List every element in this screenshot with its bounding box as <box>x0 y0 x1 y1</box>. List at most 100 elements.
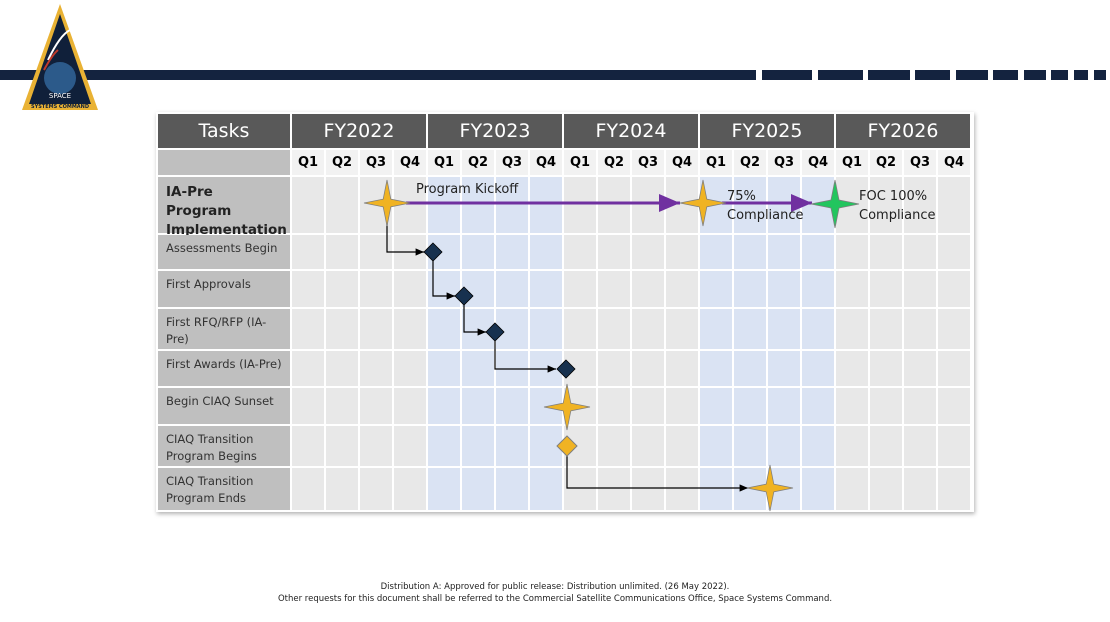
timeline-cell <box>394 309 426 349</box>
timeline-cell <box>904 351 936 386</box>
timeline-cell <box>666 426 698 466</box>
star <box>679 179 727 227</box>
quarter-header: Q1 <box>428 150 460 175</box>
timeline-cell <box>768 309 800 349</box>
timeline-cell <box>360 388 392 424</box>
timeline-cell <box>734 235 766 269</box>
quarter-header: Q3 <box>360 150 392 175</box>
timeline-cell <box>904 271 936 307</box>
timeline-cell <box>462 426 494 466</box>
timeline-cell <box>598 351 630 386</box>
timeline-cell <box>292 271 324 307</box>
timeline-cell <box>326 177 358 233</box>
timeline-cell <box>870 426 902 466</box>
timeline-cell <box>462 351 494 386</box>
task-label: Begin CIAQ Sunset <box>158 388 290 424</box>
timeline-cell <box>666 468 698 510</box>
task-label: First Awards (IA-Pre) <box>158 351 290 386</box>
annotation: FOC 100% Compliance <box>859 189 936 223</box>
logo <box>22 4 98 110</box>
logo-top: SPACE <box>49 92 71 100</box>
quarter-header: Q1 <box>564 150 596 175</box>
timeline-cell <box>462 388 494 424</box>
timeline-cell <box>802 468 834 510</box>
timeline-cell <box>598 271 630 307</box>
timeline-cell <box>734 271 766 307</box>
quarter-header: Q2 <box>326 150 358 175</box>
timeline-cell <box>326 235 358 269</box>
timeline-cell <box>904 177 936 233</box>
timeline-cell <box>292 388 324 424</box>
timeline-cell <box>598 468 630 510</box>
timeline-cell <box>870 388 902 424</box>
timeline-cell <box>768 271 800 307</box>
footer-line: Other requests for this document shall b… <box>277 594 833 604</box>
quarter-header: Q4 <box>666 150 698 175</box>
header-bar <box>0 70 756 80</box>
timeline-cell <box>802 235 834 269</box>
timeline-cell <box>632 351 664 386</box>
year-header: FY2022 <box>292 114 426 148</box>
timeline-cell <box>870 468 902 510</box>
star <box>810 179 860 229</box>
year-header: FY2026 <box>836 114 970 148</box>
timeline-cell <box>360 271 392 307</box>
timeline-cell <box>530 468 562 510</box>
timeline-cell <box>394 426 426 466</box>
timeline-cell <box>598 426 630 466</box>
year-header: FY2024 <box>564 114 698 148</box>
gold-diamond <box>556 435 578 457</box>
timeline-cell <box>598 309 630 349</box>
timeline-cell <box>734 309 766 349</box>
timeline-cell <box>326 351 358 386</box>
quarter-header: Q4 <box>802 150 834 175</box>
timeline-cell <box>564 235 596 269</box>
timeline-cell <box>734 388 766 424</box>
timeline-cell <box>292 426 324 466</box>
timeline-cell <box>870 309 902 349</box>
timeline-cell <box>802 351 834 386</box>
timeline-cell <box>462 177 494 233</box>
timeline-cell <box>428 468 460 510</box>
timeline-cell <box>496 235 528 269</box>
timeline-cell <box>836 351 868 386</box>
quarter-header: Q4 <box>530 150 562 175</box>
timeline-cell <box>938 271 970 307</box>
timeline-cell <box>700 388 732 424</box>
timeline-cell <box>394 388 426 424</box>
task-label: First RFQ/RFP (IA-Pre) <box>158 309 290 349</box>
timeline-cell <box>292 235 324 269</box>
timeline-cell <box>326 271 358 307</box>
timeline-cell <box>530 271 562 307</box>
timeline-cell <box>904 235 936 269</box>
timeline-cell <box>564 177 596 233</box>
timeline-cell <box>768 388 800 424</box>
timeline-cell <box>564 271 596 307</box>
quarter-header: Q2 <box>734 150 766 175</box>
timeline-cell <box>632 426 664 466</box>
timeline-cell <box>734 351 766 386</box>
star <box>363 179 411 227</box>
timeline-cell <box>802 309 834 349</box>
quarter-header: Q3 <box>632 150 664 175</box>
year-header: FY2025 <box>700 114 834 148</box>
timeline-cell <box>394 468 426 510</box>
timeline-cell <box>700 351 732 386</box>
timeline-cell <box>462 235 494 269</box>
star <box>543 383 591 431</box>
timeline-cell <box>292 468 324 510</box>
timeline-cell <box>836 426 868 466</box>
quarter-header: Q4 <box>938 150 970 175</box>
timeline-cell <box>326 468 358 510</box>
timeline-cell <box>870 177 902 233</box>
timeline-cell <box>360 426 392 466</box>
timeline-cell <box>836 235 868 269</box>
timeline-cell <box>768 426 800 466</box>
timeline-cell <box>632 468 664 510</box>
timeline-cell <box>938 351 970 386</box>
task-label: First Approvals <box>158 271 290 307</box>
timeline-cell <box>394 351 426 386</box>
timeline-cell <box>700 426 732 466</box>
quarter-corner <box>158 150 290 175</box>
timeline-cell <box>462 468 494 510</box>
